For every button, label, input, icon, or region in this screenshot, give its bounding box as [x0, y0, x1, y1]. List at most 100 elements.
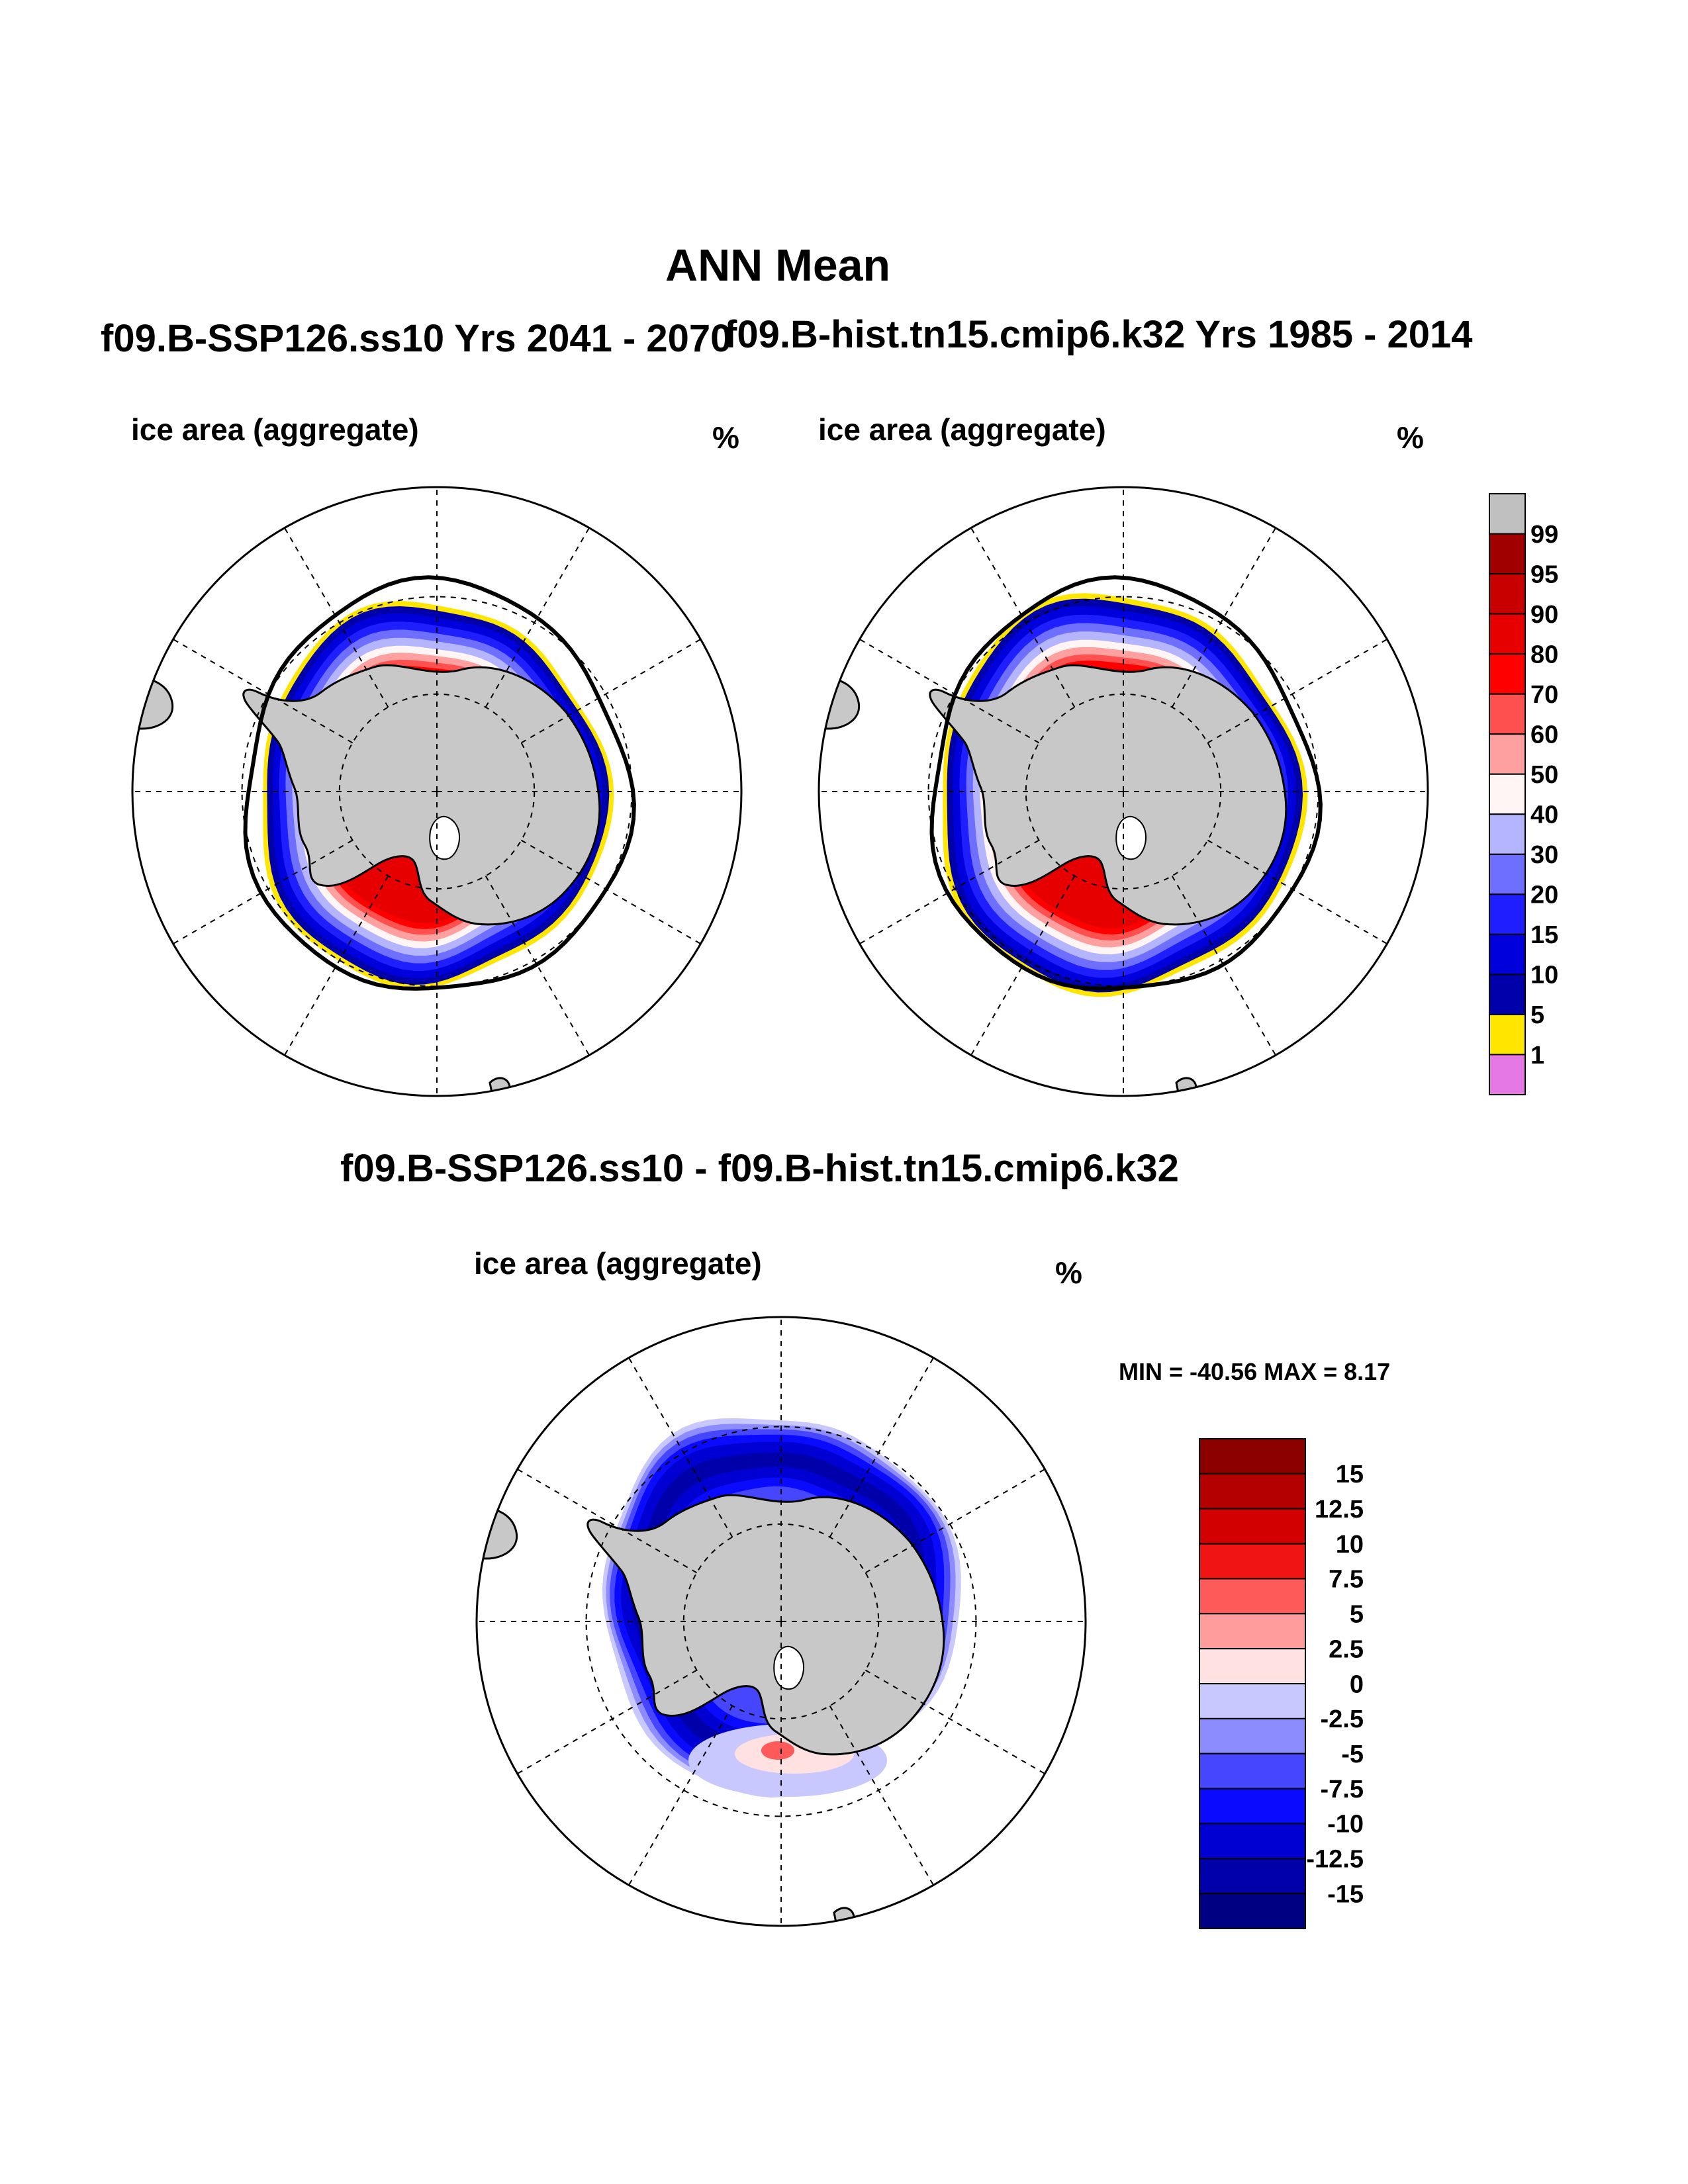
colorbar-label: -10 — [1327, 1811, 1364, 1839]
colorbar-swatch — [1199, 1473, 1306, 1510]
colorbar-swatch — [1489, 693, 1526, 735]
map-boundary — [131, 486, 743, 1097]
meridian-line — [517, 1469, 698, 1574]
meridian-line — [517, 1669, 698, 1774]
colorbar-label: -15 — [1327, 1880, 1364, 1908]
colorbar-swatch — [1199, 1543, 1306, 1580]
colorbar-label: 5 — [1530, 1001, 1544, 1029]
map-boundary — [818, 486, 1429, 1097]
colorbar-swatch — [1199, 1648, 1306, 1684]
meridian-line — [829, 1357, 934, 1538]
colorbar-swatch — [1489, 773, 1526, 815]
ice-field — [132, 575, 636, 1096]
colorbar-swatch — [1489, 893, 1526, 935]
colorbar-label: 30 — [1530, 841, 1558, 869]
main-title: ANN Mean — [665, 240, 891, 291]
meridian-line — [485, 527, 590, 708]
colorbar-label: 1 — [1530, 1042, 1544, 1069]
colorbar-label: 15 — [1336, 1461, 1364, 1488]
colorbar-label: 20 — [1530, 882, 1558, 909]
colorbar-difference: 15 12.5 10 7.5 5 2.5 0 -2.5 -5 -7.5 -10 -12.5 -15 — [1199, 1438, 1364, 1929]
colorbar-swatch — [1199, 1823, 1306, 1860]
meridian-line — [284, 875, 389, 1056]
right-case-title: f09.B-hist.tn15.cmip6.k32 Yrs 1985 - 201… — [724, 313, 1473, 356]
map-panel-difference — [475, 1316, 1087, 1927]
colorbar-label: 15 — [1530, 921, 1558, 949]
colorbar-label: 12.5 — [1315, 1496, 1364, 1524]
meridian-line — [865, 1669, 1045, 1774]
colorbar-swatch — [1199, 1438, 1306, 1475]
colorbar-swatch — [1489, 813, 1526, 855]
colorbar-swatch — [1489, 573, 1526, 615]
colorbar-swatch — [1489, 853, 1526, 895]
meridian-line — [1207, 839, 1387, 944]
colorbar-swatch — [1199, 1893, 1306, 1929]
colorbar-label: 0 — [1350, 1670, 1364, 1698]
colorbar-swatch — [1199, 1613, 1306, 1650]
diff-units-label: % — [1055, 1255, 1082, 1290]
ross-ice-shelf — [1115, 815, 1147, 860]
colorbar-label: 50 — [1530, 761, 1558, 789]
colorbar-label: 7.5 — [1329, 1566, 1364, 1594]
meridian-line — [628, 1705, 733, 1886]
colorbar-label: 95 — [1530, 561, 1558, 588]
diff-case-title: f09.B-SSP126.ss10 - f09.B-hist.tn15.cmip… — [340, 1147, 1179, 1190]
ice-extent-line — [929, 575, 1323, 991]
diff-field — [477, 1418, 961, 1926]
map-panel-right — [818, 486, 1429, 1097]
meridian-line — [970, 875, 1076, 1056]
left-units-label: % — [712, 420, 739, 455]
colorbar-label: 5 — [1350, 1601, 1364, 1629]
colorbar-swatch — [1199, 1788, 1306, 1825]
meridian-line — [1207, 639, 1387, 744]
meridian-line — [173, 839, 353, 944]
colorbar-swatch — [1489, 933, 1526, 976]
ross-ice-shelf — [429, 815, 461, 860]
colorbar-swatch — [1199, 1578, 1306, 1615]
colorbar-label: 10 — [1336, 1531, 1364, 1559]
diff-positive-region — [761, 1741, 794, 1760]
colorbar-label: -12.5 — [1306, 1846, 1364, 1874]
left-variable-label: ice area (aggregate) — [131, 412, 419, 447]
colorbar-label: 40 — [1530, 801, 1558, 829]
colorbar-label: -5 — [1341, 1741, 1364, 1768]
meridian-line — [628, 1357, 733, 1538]
ice-extent-line — [243, 575, 636, 991]
colorbar-swatch — [1199, 1508, 1306, 1545]
meridian-line — [520, 839, 701, 944]
diff-variable-label: ice area (aggregate) — [474, 1246, 762, 1281]
colorbar-label: 80 — [1530, 641, 1558, 668]
diff-min-max-label: MIN = -40.56 MAX = 8.17 — [1119, 1358, 1391, 1385]
left-case-title: f09.B-SSP126.ss10 Yrs 2041 - 2070 — [101, 317, 732, 360]
colorbar-swatch — [1489, 493, 1526, 535]
colorbar-label: 10 — [1530, 962, 1558, 989]
colorbar-label: 99 — [1530, 521, 1558, 549]
meridian-line — [859, 639, 1040, 744]
meridian-line — [865, 1469, 1045, 1574]
map-panel-left — [131, 486, 743, 1097]
meridian-line — [173, 639, 353, 744]
map-boundary — [475, 1316, 1087, 1927]
meridian-line — [1171, 875, 1276, 1056]
ice-field — [819, 575, 1323, 1096]
colorbar-swatch — [1489, 1013, 1526, 1056]
meridian-line — [970, 527, 1076, 708]
colorbar-swatch — [1489, 974, 1526, 1015]
meridian-line — [1171, 527, 1276, 708]
colorbar-swatch — [1199, 1683, 1306, 1719]
colorbar-swatch — [1489, 533, 1526, 575]
ross-ice-shelf — [773, 1645, 805, 1690]
colorbar-swatch — [1199, 1717, 1306, 1754]
colorbar-swatch — [1199, 1752, 1306, 1790]
colorbar-swatch — [1489, 1054, 1526, 1096]
colorbar-label: 70 — [1530, 681, 1558, 709]
colorbar-label: 2.5 — [1329, 1635, 1364, 1663]
colorbar-swatch — [1489, 613, 1526, 655]
right-units-label: % — [1397, 420, 1424, 455]
colorbar-label: 90 — [1530, 601, 1558, 629]
meridian-line — [284, 527, 389, 708]
colorbar-label: -7.5 — [1321, 1776, 1364, 1803]
colorbar-label: -2.5 — [1321, 1706, 1364, 1733]
meridian-line — [520, 639, 701, 744]
